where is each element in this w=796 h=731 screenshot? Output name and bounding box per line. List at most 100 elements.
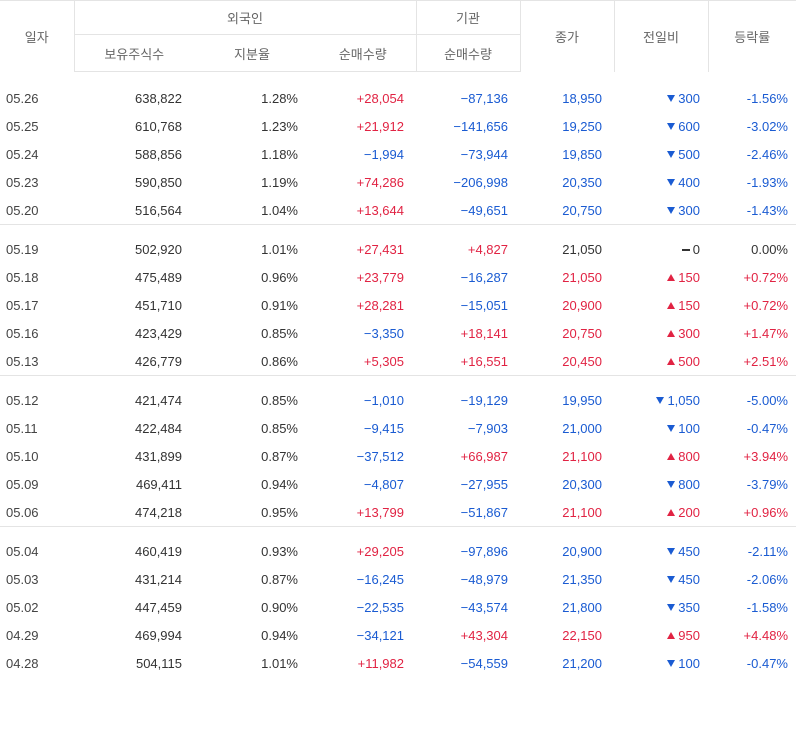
table-row: 05.04 460,419 0.93% +29,205 −97,896 20,900 450… [0, 537, 796, 565]
row-date: 05.17 [6, 297, 39, 313]
row-share-ratio: 1.01% [261, 241, 298, 257]
dash-icon [681, 248, 690, 251]
row-close-price: 21,200 [562, 655, 602, 671]
row-institution-net: −48,979 [460, 571, 508, 587]
row-price-diff: 100 [614, 414, 708, 442]
row-institution-net: −27,955 [460, 476, 508, 492]
triangle-down-icon [667, 94, 676, 102]
row-share-ratio: 0.85% [261, 325, 298, 341]
change-rate-header: 등락률 [708, 0, 796, 72]
triangle-down-icon [667, 659, 676, 667]
price-diff-value: 450 [678, 543, 700, 559]
triangle-up-icon [667, 452, 676, 460]
row-share-ratio: 1.04% [261, 202, 298, 218]
price-diff-value: 100 [678, 420, 700, 436]
price-diff-value: 350 [678, 599, 700, 615]
row-institution-net: −206,998 [453, 174, 508, 190]
row-close-price: 20,900 [562, 297, 602, 313]
row-close-price: 21,800 [562, 599, 602, 615]
row-date: 05.24 [6, 146, 39, 162]
row-close-price: 18,950 [562, 90, 602, 106]
date-header: 일자 [0, 0, 75, 72]
row-institution-net: −97,896 [460, 543, 508, 559]
row-share-ratio: 0.95% [261, 504, 298, 520]
triangle-up-icon [667, 329, 676, 337]
row-price-diff: 450 [614, 537, 708, 565]
price-diff-value: 950 [678, 627, 700, 643]
price-diff-value: 500 [678, 146, 700, 162]
price-diff-value: 0 [692, 241, 700, 257]
row-date: 05.04 [6, 543, 39, 559]
table-row: 05.18 475,489 0.96% +23,779 −16,287 21,050 150… [0, 263, 796, 291]
row-foreign-net: +21,912 [356, 118, 404, 134]
row-holdings: 431,899 [135, 448, 182, 464]
row-holdings: 588,856 [135, 146, 182, 162]
row-price-diff: 400 [614, 168, 708, 196]
row-institution-net: −15,051 [460, 297, 508, 313]
foreign-group-header: 외국인 [74, 0, 417, 35]
price-diff-value: 300 [678, 90, 700, 106]
row-foreign-net: +11,982 [357, 655, 404, 671]
table-row: 05.02 447,459 0.90% −22,535 −43,574 21,800 350… [0, 593, 796, 621]
row-institution-net: +66,987 [460, 448, 508, 464]
row-close-price: 21,100 [562, 448, 602, 464]
row-holdings: 423,429 [135, 325, 182, 341]
row-change-rate: -0.47% [746, 655, 788, 671]
table-row: 05.06 474,218 0.95% +13,799 −51,867 21,100 200… [0, 498, 796, 527]
row-institution-net: −54,559 [460, 655, 508, 671]
group-separator [0, 375, 796, 386]
row-foreign-net: +27,431 [356, 241, 404, 257]
row-holdings: 502,920 [135, 241, 182, 257]
row-holdings: 504,115 [135, 655, 182, 671]
row-change-rate: -1.93% [746, 174, 788, 190]
row-change-rate: +0.72% [743, 297, 788, 313]
price-diff-value: 400 [678, 174, 700, 190]
row-date: 05.11 [6, 420, 38, 436]
row-institution-net: −43,574 [460, 599, 508, 615]
row-price-diff: 300 [614, 319, 708, 347]
price-diff-value: 450 [678, 571, 700, 587]
row-share-ratio: 0.85% [261, 420, 298, 436]
investor-trading-table: 일자 외국인 기관 종가 전일비 등락률 보유주식수 지분율 순매수량 순매수량… [0, 0, 796, 677]
table-row: 05.09 469,411 0.94% −4,807 −27,955 20,300 800 -… [0, 470, 796, 498]
row-change-rate: -2.06% [746, 571, 788, 587]
row-price-diff: 100 [614, 649, 708, 677]
row-share-ratio: 1.28% [261, 90, 298, 106]
row-date: 05.13 [6, 353, 39, 369]
row-foreign-net: −37,512 [356, 448, 404, 464]
row-date: 05.16 [6, 325, 39, 341]
group-separator [0, 224, 796, 235]
row-close-price: 20,450 [562, 353, 602, 369]
row-share-ratio: 0.87% [261, 571, 298, 587]
row-date: 05.09 [6, 476, 39, 492]
row-holdings: 610,768 [135, 118, 182, 134]
row-institution-net: +18,141 [460, 325, 508, 341]
row-holdings: 447,459 [135, 599, 182, 615]
row-institution-net: +43,304 [460, 627, 508, 643]
triangle-down-icon [667, 547, 676, 555]
row-holdings: 469,994 [135, 627, 182, 643]
row-foreign-net: +28,054 [356, 90, 404, 106]
triangle-down-icon [667, 206, 676, 214]
triangle-down-icon [667, 603, 676, 611]
row-change-rate: -1.43% [746, 202, 788, 218]
price-diff-value: 150 [678, 297, 700, 313]
row-share-ratio: 0.94% [261, 476, 298, 492]
row-holdings: 426,779 [135, 353, 182, 369]
table-row: 05.12 421,474 0.85% −1,010 −19,129 19,950 1,05… [0, 386, 796, 414]
table-row: 05.17 451,710 0.91% +28,281 −15,051 20,900 150… [0, 291, 796, 319]
row-share-ratio: 0.93% [261, 543, 298, 559]
row-institution-net: −7,903 [467, 420, 508, 436]
row-price-diff: 150 [614, 291, 708, 319]
row-date: 05.20 [6, 202, 39, 218]
table-row: 05.20 516,564 1.04% +13,644 −49,651 20,750 300… [0, 196, 796, 225]
table-row: 04.29 469,994 0.94% −34,121 +43,304 22,150 950… [0, 621, 796, 649]
row-institution-net: −73,944 [460, 146, 508, 162]
row-foreign-net: −34,121 [356, 627, 404, 643]
table-row: 05.24 588,856 1.18% −1,994 −73,944 19,850 500 -… [0, 140, 796, 168]
row-close-price: 21,350 [562, 571, 602, 587]
row-close-price: 19,250 [562, 118, 602, 134]
triangle-down-icon [667, 150, 676, 158]
row-close-price: 20,350 [562, 174, 602, 190]
row-institution-net: −19,129 [460, 392, 508, 408]
